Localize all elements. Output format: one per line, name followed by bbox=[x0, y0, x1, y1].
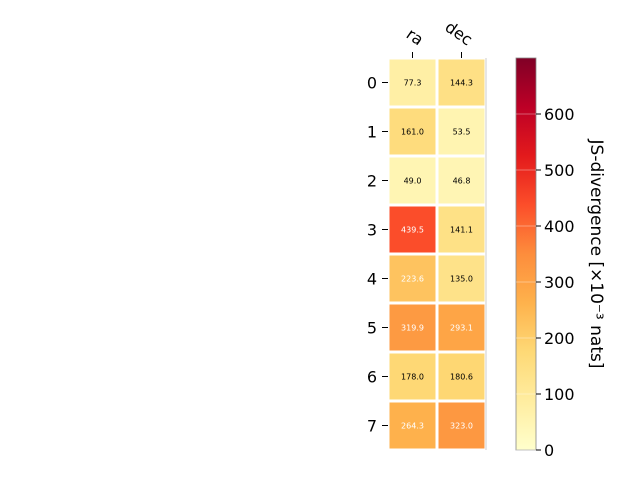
cell-value-label: 439.5 bbox=[401, 226, 424, 235]
column-label: ra bbox=[403, 24, 427, 49]
row-label: 1 bbox=[367, 123, 377, 142]
cell-value-label: 319.9 bbox=[401, 324, 424, 333]
row-label: 2 bbox=[367, 172, 377, 191]
colorbar-tick-label: 100 bbox=[544, 385, 575, 404]
colorbar bbox=[516, 58, 536, 450]
cell-value-label: 180.6 bbox=[450, 373, 473, 382]
row-label: 7 bbox=[367, 417, 377, 436]
row-label: 5 bbox=[367, 319, 377, 338]
cell-value-label: 323.0 bbox=[450, 422, 473, 431]
colorbar-tick-label: 0 bbox=[544, 441, 554, 460]
cell-value-label: 49.0 bbox=[404, 177, 422, 186]
cell-value-label: 141.1 bbox=[450, 226, 473, 235]
row-label: 0 bbox=[367, 74, 377, 93]
cell-value-label: 264.3 bbox=[401, 422, 424, 431]
cell-value-label: 161.0 bbox=[401, 128, 424, 137]
row-labels: 0 1 2 3 4 5 6 7 bbox=[367, 74, 388, 436]
column-label: dec bbox=[442, 17, 476, 49]
colorbar-tick-label: 400 bbox=[544, 217, 575, 236]
cell-value-label: 135.0 bbox=[450, 275, 473, 284]
cell-value-label: 178.0 bbox=[401, 373, 424, 382]
row-label: 4 bbox=[367, 270, 377, 289]
colorbar-tick-label: 200 bbox=[544, 329, 575, 348]
heatmap-cells: 77.3 144.3 161.0 53.5 49.0 46.8 439.5 141.1 223.… bbox=[390, 60, 485, 449]
cell-value-label: 77.3 bbox=[404, 79, 422, 88]
cell-value-label: 293.1 bbox=[450, 324, 473, 333]
colorbar-label: JS-divergence [×10⁻³ nats] bbox=[586, 139, 606, 369]
colorbar-tick-label: 600 bbox=[544, 105, 575, 124]
row-label: 3 bbox=[367, 221, 377, 240]
cell-value-label: 223.6 bbox=[401, 275, 424, 284]
cell-value-label: 46.8 bbox=[453, 177, 471, 186]
row-label: 6 bbox=[367, 368, 377, 387]
colorbar-tick-label: 500 bbox=[544, 161, 575, 180]
column-labels: ra dec bbox=[403, 17, 476, 58]
cell-value-label: 53.5 bbox=[453, 128, 471, 137]
cell-value-label: 144.3 bbox=[450, 79, 473, 88]
colorbar-tick-label: 300 bbox=[544, 273, 575, 292]
